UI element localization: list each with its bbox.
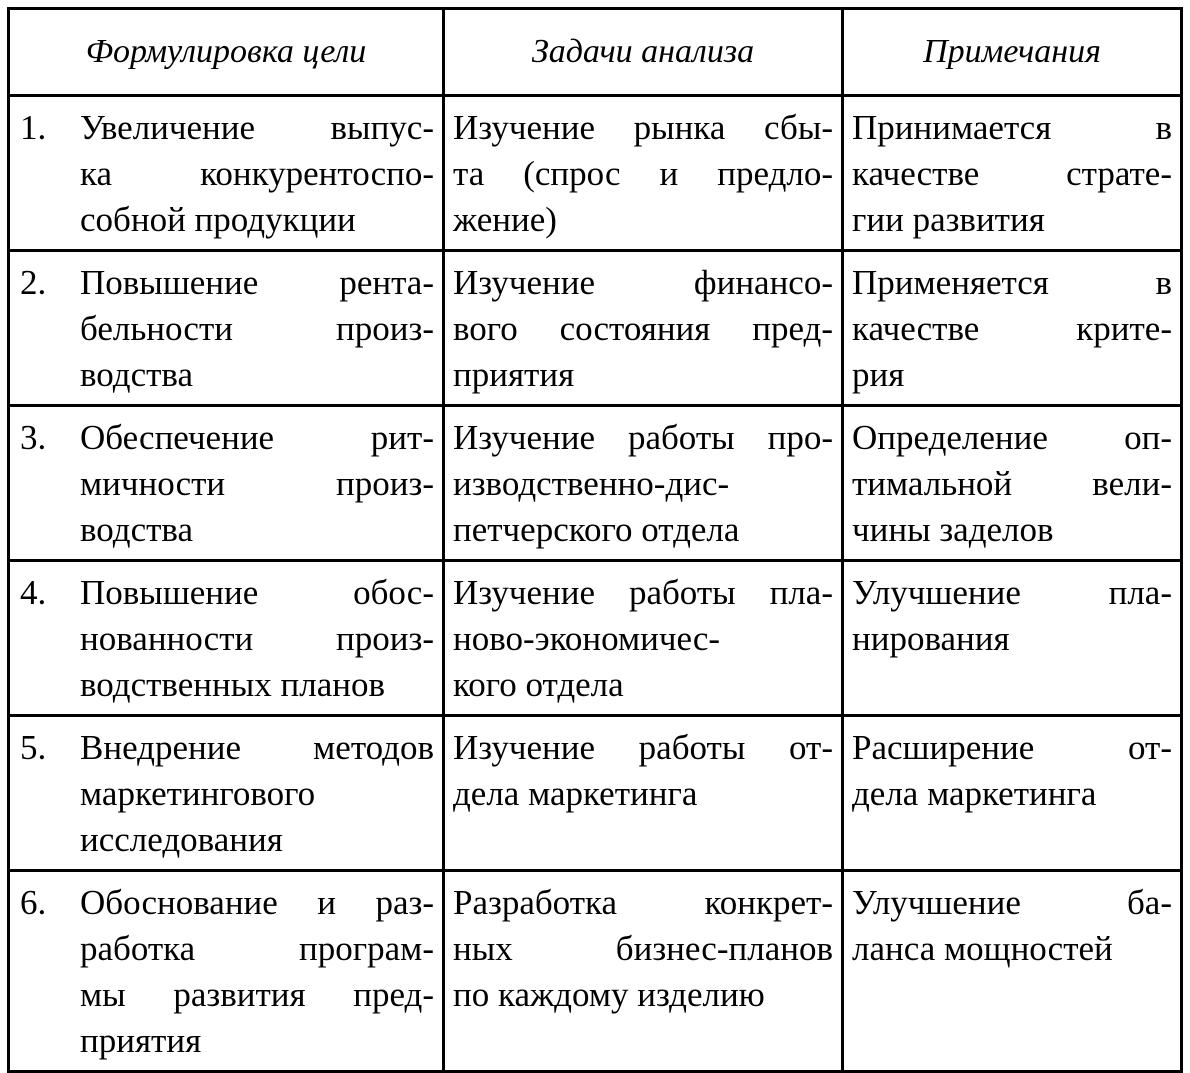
task-cell: Изучение рынка сбы-та (спрос и предло-же…	[442, 94, 844, 252]
task-cell: Изучение работы про-изводственно-дис-пет…	[442, 404, 844, 562]
table-row: 2. Повышение рента-бельности произ-водст…	[7, 249, 1183, 407]
table-row: 4. Повышение обос-нованности произ-водст…	[7, 559, 1183, 717]
task-cell: Изучение работы пла-ново-экономичес-кого…	[442, 559, 844, 717]
text-line: ка конкурентоспо-	[80, 154, 434, 193]
goal-cell: 3. Обеспечение рит-мичности произ-водств…	[7, 404, 445, 562]
text-line: жение)	[453, 200, 557, 239]
text-line: приятия	[80, 1021, 202, 1060]
table-row: 1. Увеличение выпус-ка конкурентоспо-соб…	[7, 94, 1183, 252]
text-line: дела маркетинга	[453, 774, 698, 813]
task-cell: Разработка конкрет-ных бизнес-планов по к…	[442, 869, 844, 1073]
text-line: Повышение обос-	[80, 573, 434, 612]
row-number: 1.	[20, 108, 47, 147]
text-line: Определение оп-	[852, 418, 1172, 457]
text-line: Применяется в	[852, 263, 1172, 302]
goal-cell: 1. Увеличение выпус-ка конкурентоспо-соб…	[7, 94, 445, 252]
table-row: 5. Внедрение методов маркетингового исслед…	[7, 714, 1183, 872]
text-line: Улучшение ба-	[852, 883, 1172, 922]
note-cell: Определение оп-тимальной вели-чины задел…	[841, 404, 1183, 562]
text-line: маркетингового	[80, 774, 316, 813]
text-line: мичности произ-	[80, 464, 434, 503]
text-line: Повышение рента-	[80, 263, 434, 302]
text-line: ново-экономичес-	[453, 619, 721, 658]
text-line: водства	[80, 510, 194, 549]
text-line: водственных планов	[80, 665, 385, 704]
text-line: дела маркетинга	[852, 774, 1097, 813]
text-line: исследования	[80, 820, 283, 859]
task-cell: Изучение работы от-дела маркетинга	[442, 714, 844, 872]
text-line: Изучение финансо-	[453, 263, 833, 302]
text-line: Улучшение пла-	[852, 573, 1172, 612]
text-line: рия	[852, 355, 905, 394]
text-line: кого отдела	[453, 665, 624, 704]
text-line: Расширение от-	[852, 728, 1172, 767]
header-goal: Формулировка цели	[7, 7, 445, 97]
text-line: нованности произ-	[80, 619, 434, 658]
goals-table: Формулировка цели Задачи анализа Примеча…	[7, 7, 1183, 1073]
text-line: гии развития	[852, 200, 1045, 239]
text-line: работка програм-	[80, 929, 434, 968]
table-row: 6. Обоснование и раз-работка програм-мы …	[7, 869, 1183, 1073]
text-line: Внедрение методов	[80, 728, 434, 767]
text-line: Увеличение выпус-	[80, 108, 434, 147]
row-number: 6.	[20, 883, 47, 922]
header-row: Формулировка цели Задачи анализа Примеча…	[7, 7, 1183, 97]
text-line: мы развития пред-	[80, 975, 434, 1014]
text-line: чины заделов	[852, 510, 1054, 549]
note-cell: Расширение от-дела маркетинга	[841, 714, 1183, 872]
text-line: качестве крите-	[852, 309, 1172, 348]
text-line: петчерского отдела	[453, 510, 740, 549]
text-line: Принимается в	[852, 108, 1172, 147]
note-cell: Принимается в качестве страте-гии развити…	[841, 94, 1183, 252]
text-line: бельности произ-	[80, 309, 434, 348]
row-number: 2.	[20, 263, 47, 302]
text-line: ных бизнес-планов	[453, 929, 833, 968]
goal-cell: 2. Повышение рента-бельности произ-водст…	[7, 249, 445, 407]
note-cell: Улучшение ба-ланса мощностей	[841, 869, 1183, 1073]
text-line: качестве страте-	[852, 154, 1172, 193]
text-line: Изучение работы от-	[453, 728, 833, 767]
text-line: Изучение работы про-	[453, 418, 833, 457]
text-line: Обоснование и раз-	[80, 883, 434, 922]
text-line: собной продукции	[80, 200, 356, 239]
text-line: приятия	[453, 355, 575, 394]
text-line: Изучение работы пла-	[453, 573, 833, 612]
text-line: Обеспечение рит-	[80, 418, 434, 457]
goal-cell: 4. Повышение обос-нованности произ-водст…	[7, 559, 445, 717]
text-line: та (спрос и предло-	[453, 154, 833, 193]
row-number: 3.	[20, 418, 47, 457]
text-line: Разработка конкрет-	[453, 883, 833, 922]
text-line: водства	[80, 355, 194, 394]
text-line: нирования	[852, 619, 1010, 658]
text-line: по каждому изделию	[453, 975, 765, 1014]
header-tasks: Задачи анализа	[442, 7, 844, 97]
text-line: Изучение рынка сбы-	[453, 108, 833, 147]
text-line: изводственно-дис-	[453, 464, 730, 503]
header-notes: Примечания	[841, 7, 1183, 97]
row-number: 4.	[20, 573, 47, 612]
table-row: 3. Обеспечение рит-мичности произ-водств…	[7, 404, 1183, 562]
text-line: вого состояния пред-	[453, 309, 833, 348]
note-cell: Улучшение пла-нирования	[841, 559, 1183, 717]
note-cell: Применяется в качестве крите-рия	[841, 249, 1183, 407]
text-line: тимальной вели-	[852, 464, 1172, 503]
row-number: 5.	[20, 728, 47, 767]
task-cell: Изучение финансо-вого состояния пред-при…	[442, 249, 844, 407]
goal-cell: 5. Внедрение методов маркетингового исслед…	[7, 714, 445, 872]
goal-cell: 6. Обоснование и раз-работка програм-мы …	[7, 869, 445, 1073]
text-line: ланса мощностей	[852, 929, 1113, 968]
